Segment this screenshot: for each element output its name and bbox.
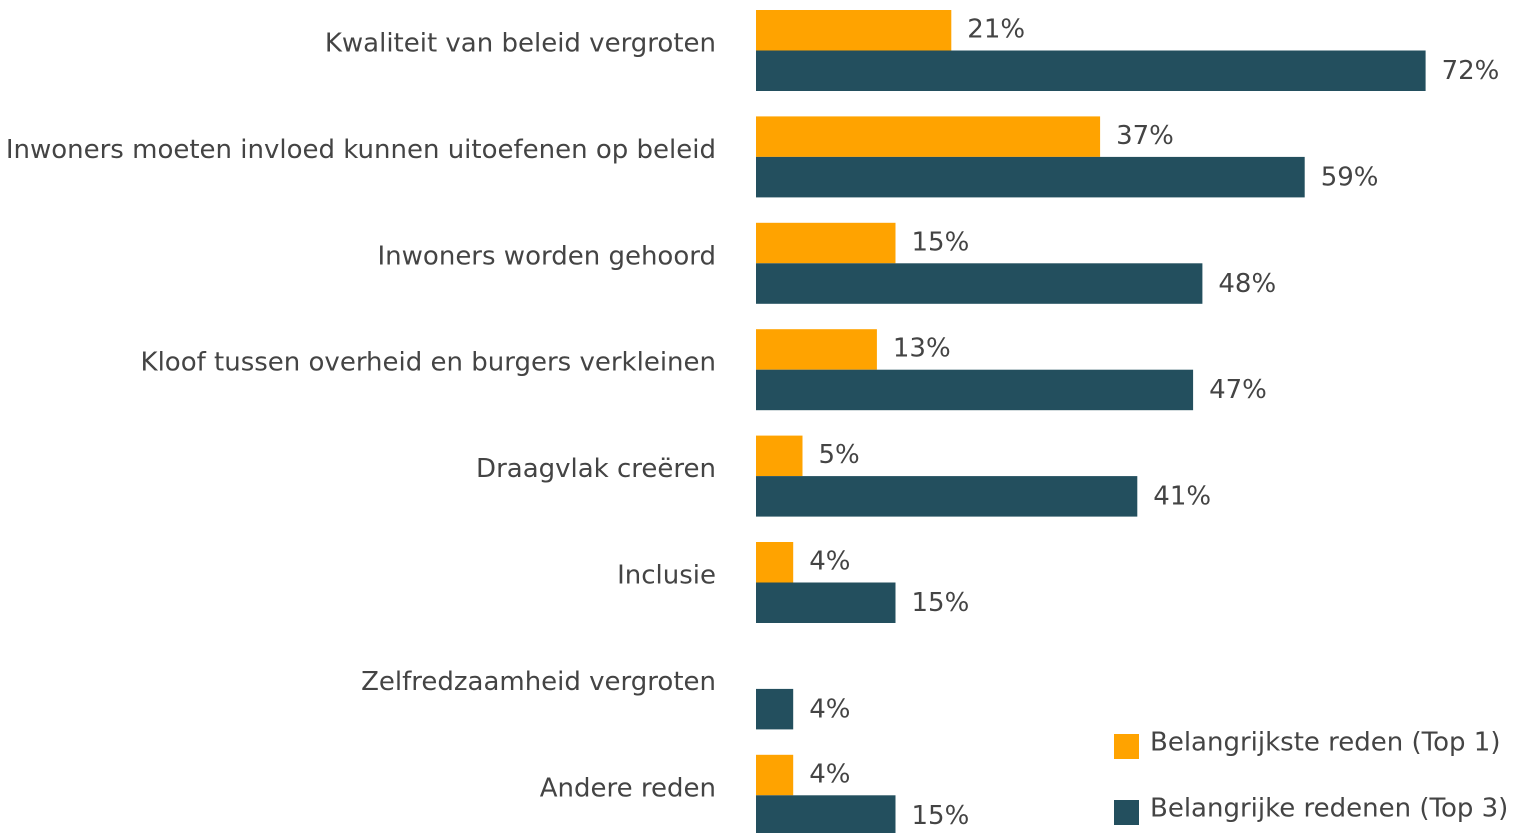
legend-label: Belangrijke redenen (Top 3) — [1150, 794, 1508, 824]
bar — [756, 476, 1138, 517]
bar — [756, 795, 896, 833]
category-label: Inwoners worden gehoord — [378, 241, 716, 271]
category-label: Zelfredzaamheid vergroten — [361, 667, 716, 697]
value-label: 48% — [1218, 269, 1276, 299]
value-label: 15% — [912, 801, 970, 831]
value-label: 15% — [912, 588, 970, 618]
value-label: 13% — [893, 334, 951, 364]
value-label: 4% — [809, 759, 850, 789]
legend-swatch — [1114, 734, 1139, 759]
bar — [756, 754, 794, 796]
value-label: 21% — [967, 15, 1025, 45]
bar — [756, 116, 1101, 157]
bar — [756, 10, 952, 51]
value-label: 4% — [809, 547, 850, 577]
value-label: 59% — [1321, 162, 1379, 192]
bar — [756, 582, 896, 623]
bar — [756, 156, 1305, 198]
value-label: 41% — [1153, 482, 1211, 512]
value-label: 72% — [1442, 56, 1500, 86]
value-label: 5% — [819, 440, 860, 470]
value-label: 4% — [809, 694, 850, 724]
legend-label: Belangrijkste reden (Top 1) — [1150, 728, 1501, 758]
value-label: 47% — [1209, 375, 1267, 405]
category-label: Andere reden — [540, 773, 716, 803]
category-label: Draagvlak creëren — [476, 454, 716, 484]
bar — [756, 369, 1194, 411]
value-label: 15% — [912, 227, 970, 257]
value-label: 37% — [1116, 121, 1174, 151]
bar — [756, 542, 794, 583]
bar — [756, 688, 794, 730]
bar — [756, 435, 803, 477]
legend-swatch — [1114, 800, 1139, 825]
category-label: Inwoners moeten invloed kunnen uitoefene… — [6, 135, 716, 165]
bar — [756, 329, 877, 370]
category-label: Kloof tussen overheid en burgers verklei… — [141, 348, 716, 378]
category-label: Inclusie — [617, 561, 716, 591]
bar — [756, 222, 896, 264]
bar — [756, 263, 1203, 304]
category-label: Kwaliteit van beleid vergroten — [325, 29, 716, 59]
bar — [756, 50, 1426, 91]
